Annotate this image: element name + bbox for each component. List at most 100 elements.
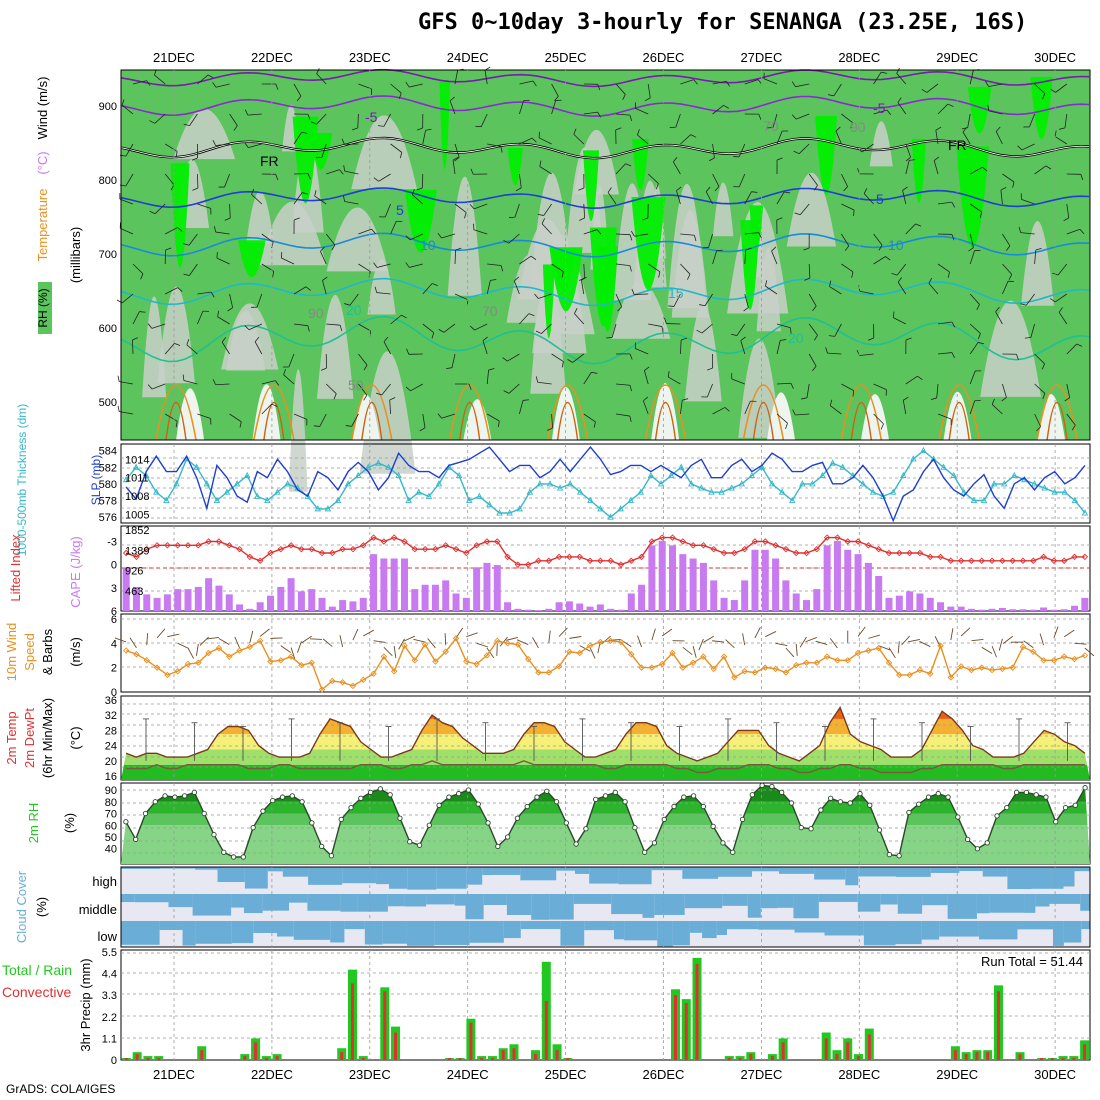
wind-barb: [827, 352, 842, 355]
wind-barb: [795, 83, 810, 88]
cape-bar: [730, 600, 738, 611]
cloud-block: [253, 921, 278, 933]
wind-barb: [808, 323, 818, 336]
tick-label: 1.1: [102, 1033, 117, 1045]
wind-barb: [218, 638, 230, 645]
data-point: [642, 849, 648, 855]
wind-barb-flag: [343, 195, 346, 202]
wind-barb: [808, 353, 817, 367]
cloud-block: [895, 921, 922, 945]
wind-barb: [217, 316, 230, 325]
cloud-block: [976, 894, 990, 914]
wind-barb-flag: [405, 262, 410, 268]
wind-barb: [486, 370, 489, 385]
wind-barb-flag: [593, 421, 596, 428]
wind-barb: [412, 194, 424, 205]
wind-barb: [389, 400, 391, 415]
data-point: [879, 492, 887, 499]
wind-barb-flag: [383, 336, 389, 342]
wind-barb: [776, 340, 781, 355]
data-point: [287, 542, 295, 549]
wind-barb: [772, 113, 778, 128]
wind-barb: [164, 173, 175, 186]
wind-barb-flag: [469, 204, 475, 210]
wind-barb: [325, 233, 336, 246]
wind-barb: [376, 263, 391, 268]
data-point: [1009, 664, 1016, 671]
wind-barb-flag: [655, 183, 659, 190]
wind-barb-flag: [1042, 93, 1046, 100]
data-point: [390, 534, 398, 541]
moist-region: [749, 205, 764, 253]
wind-barb-flag: [991, 398, 995, 405]
data-point: [622, 799, 628, 805]
wind-barb: [863, 193, 874, 205]
wind-barb: [893, 317, 906, 325]
wind-barb-flag: [307, 114, 311, 121]
wind-barb: [259, 628, 270, 637]
wind-barb-flag: [767, 127, 774, 129]
wind-barb-flag: [254, 336, 260, 342]
cloud-block: [778, 867, 815, 874]
data-point: [627, 496, 634, 503]
wind-barb: [634, 233, 649, 237]
data-point: [319, 843, 325, 850]
isotherm-10: [120, 232, 1090, 258]
cape-bar: [1009, 609, 1017, 611]
wind-barb-flag: [607, 187, 612, 193]
data-point: [446, 794, 452, 800]
wind-barb-flag: [905, 337, 912, 341]
cloud-block: [702, 921, 717, 939]
isotherm-loop: [165, 402, 187, 441]
wind-barb: [403, 635, 415, 642]
wind-barb-flag: [373, 177, 379, 182]
data-point: [184, 660, 192, 668]
wind-barb-flag: [868, 337, 874, 341]
cape-bar: [648, 545, 656, 611]
data-point: [731, 549, 738, 557]
wind-barb-flag: [389, 397, 396, 401]
wind-barb: [1053, 626, 1059, 639]
data-point: [968, 557, 975, 565]
wind-barb: [261, 233, 274, 243]
moist-region: [911, 138, 927, 204]
wind-barb: [740, 340, 746, 355]
wind-barb-flag: [758, 232, 762, 239]
cloud-block: [503, 921, 521, 939]
wind-barb: [487, 263, 502, 266]
wind-barb-flag: [784, 191, 791, 194]
precip-convective-bar: [1083, 1044, 1087, 1060]
data-point: [865, 542, 872, 549]
wind-barb: [1054, 136, 1068, 145]
contour-label: 90: [308, 305, 324, 321]
wind-barb: [452, 160, 456, 175]
cloud-block: [672, 921, 690, 946]
data-point: [657, 480, 665, 487]
wind-barb: [551, 413, 553, 428]
precip-frame: [120, 949, 1091, 1061]
wind-barb-flag: [1063, 217, 1069, 222]
data-point: [514, 641, 522, 648]
precip-total-bar: [724, 1056, 734, 1060]
wind-barb: [648, 323, 663, 327]
wind-barb: [611, 323, 617, 338]
data-point: [889, 488, 897, 495]
data-point: [759, 782, 765, 788]
wind-barb-flag: [751, 191, 758, 193]
wind-barb-flag: [968, 247, 974, 252]
wind-barb-flag: [705, 186, 711, 192]
wind-barb: [1034, 353, 1045, 365]
data-point: [1062, 805, 1069, 811]
wind-barb-flag: [987, 104, 990, 111]
cloud-block: [1052, 921, 1064, 946]
cloud-block: [531, 894, 550, 920]
cloud-block: [434, 921, 470, 945]
precip-total-bar: [143, 1056, 153, 1060]
data-point: [534, 794, 540, 800]
wind-barb: [798, 143, 810, 154]
wind-barb-flag: [827, 94, 834, 97]
wind-barb: [692, 646, 697, 658]
wind-barb: [519, 173, 522, 188]
cloud-block: [307, 894, 341, 911]
wind-barb: [473, 229, 488, 235]
